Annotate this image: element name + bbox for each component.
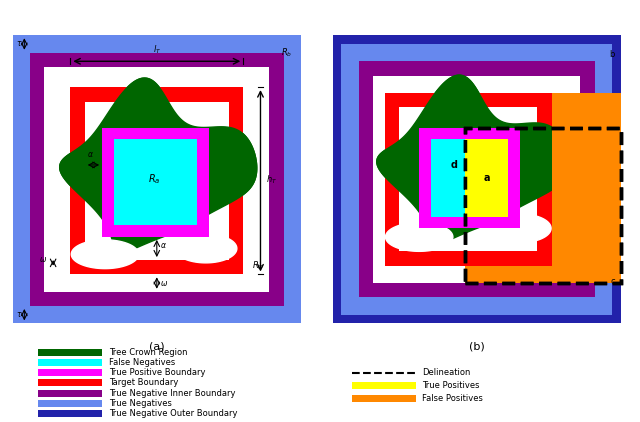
Bar	[465, 127, 621, 283]
Text: $\omega$: $\omega$	[38, 255, 47, 265]
Bar	[30, 53, 284, 306]
Text: $\alpha$: $\alpha$	[160, 241, 166, 250]
Text: True Negative Inner Boundary: True Negative Inner Boundary	[109, 389, 236, 398]
Text: c: c	[611, 277, 615, 286]
Text: False Positives: False Positives	[422, 394, 483, 403]
Bar	[352, 382, 416, 389]
Text: $\omega$: $\omega$	[160, 279, 168, 287]
Bar	[45, 67, 269, 292]
Bar	[373, 76, 580, 283]
Text: $R_a$: $R_a$	[148, 173, 160, 186]
Text: False Negatives: False Negatives	[109, 358, 175, 367]
Bar	[84, 102, 229, 260]
Bar	[385, 93, 552, 266]
Polygon shape	[489, 214, 551, 243]
Polygon shape	[385, 222, 453, 252]
Text: a: a	[484, 173, 490, 183]
Bar	[552, 93, 621, 266]
Polygon shape	[489, 214, 551, 243]
Text: $\tau$: $\tau$	[15, 40, 22, 49]
Text: d: d	[451, 160, 457, 170]
Text: $h_T$: $h_T$	[266, 173, 278, 186]
Polygon shape	[71, 240, 139, 269]
Text: Delineation: Delineation	[422, 368, 471, 377]
Bar	[38, 379, 102, 386]
Polygon shape	[377, 75, 568, 246]
Text: $\tau$: $\tau$	[15, 310, 22, 319]
Text: $l_T$: $l_T$	[153, 43, 161, 56]
Text: $\alpha$: $\alpha$	[87, 150, 94, 159]
Bar	[38, 390, 102, 397]
Bar	[38, 410, 102, 417]
Polygon shape	[60, 78, 257, 254]
Bar	[399, 107, 538, 252]
Polygon shape	[385, 222, 453, 252]
Bar	[465, 127, 621, 283]
Bar	[114, 139, 197, 225]
Polygon shape	[377, 75, 568, 246]
Bar	[431, 139, 509, 217]
Bar	[419, 127, 520, 228]
Bar	[38, 349, 102, 355]
Polygon shape	[175, 234, 237, 263]
Bar	[359, 61, 595, 298]
Text: True Positives: True Positives	[422, 381, 480, 390]
Text: (b): (b)	[469, 342, 484, 352]
Bar	[352, 395, 416, 402]
Text: $R_O$: $R_O$	[252, 260, 264, 272]
Text: True Positive Boundary: True Positive Boundary	[109, 368, 205, 377]
Bar	[38, 359, 102, 366]
Text: b: b	[610, 50, 615, 59]
Bar	[465, 139, 508, 217]
Bar	[102, 127, 209, 237]
Text: Target Boundary: Target Boundary	[109, 379, 178, 387]
Text: True Negatives: True Negatives	[109, 399, 172, 408]
Polygon shape	[60, 78, 257, 254]
Polygon shape	[71, 240, 139, 269]
Bar	[70, 87, 243, 274]
Bar	[465, 266, 621, 283]
Bar	[38, 400, 102, 407]
Text: Tree Crown Region: Tree Crown Region	[109, 348, 188, 357]
Text: True Negative Outer Boundary: True Negative Outer Boundary	[109, 409, 237, 418]
Bar	[38, 369, 102, 376]
Polygon shape	[175, 234, 237, 263]
Text: $R_b$: $R_b$	[281, 47, 292, 60]
Text: (a): (a)	[149, 342, 164, 352]
